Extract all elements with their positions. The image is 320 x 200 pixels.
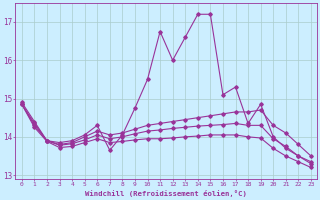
X-axis label: Windchill (Refroidissement éolien,°C): Windchill (Refroidissement éolien,°C)	[85, 190, 247, 197]
